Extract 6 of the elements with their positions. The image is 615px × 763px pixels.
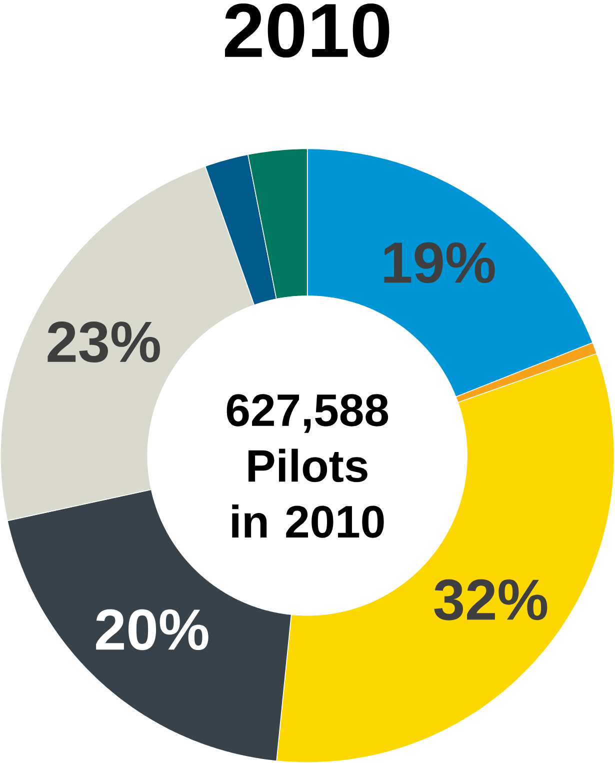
data-label: 20% bbox=[96, 609, 208, 650]
chart-title: 2010 bbox=[225, 3, 390, 58]
data-label: 23% bbox=[48, 321, 160, 362]
data-label: 32% bbox=[434, 579, 548, 620]
data-label: 19% bbox=[384, 242, 495, 284]
text: 627,588 Pilots in 2010 bbox=[227, 394, 388, 538]
